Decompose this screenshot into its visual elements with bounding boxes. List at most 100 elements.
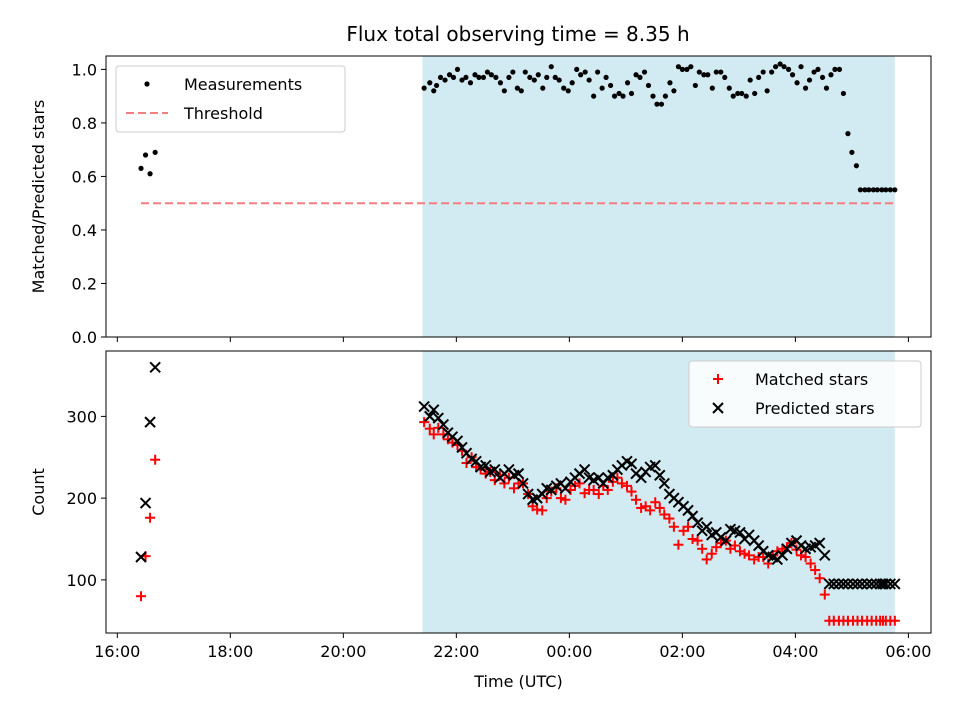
ratio-ytick-label: 1.0 [72, 60, 97, 79]
count-panel: 10020030016:00 18:00 20:00 22:00 00:00 02:00 0… [29, 351, 931, 691]
legend-threshold-label: Threshold [183, 104, 263, 123]
measurement-point [828, 72, 833, 77]
measurement-point [739, 91, 744, 96]
measurement-point [561, 86, 566, 91]
count-xtick-label: 06:00 [885, 642, 931, 661]
measurement-point [625, 80, 630, 85]
measurement-point [549, 64, 554, 69]
ratio-ytick-label: 0.8 [72, 114, 97, 133]
legend-measurements-label: Measurements [184, 75, 302, 94]
measurement-point [765, 88, 770, 93]
measurement-point [854, 163, 859, 168]
measurement-point [536, 72, 541, 77]
count-xtick-label: 04:00 [772, 642, 818, 661]
measurement-point [455, 67, 460, 72]
count-ylabel: Count [29, 468, 48, 516]
measurement-point [138, 166, 143, 171]
measurement-point [654, 102, 659, 107]
measurement-point [502, 88, 507, 93]
ratio-ylabel: Matched/Predicted stars [29, 100, 48, 294]
measurement-point [451, 75, 456, 80]
measurement-point [769, 69, 774, 74]
measurement-point [883, 187, 888, 192]
predicted-star-point [150, 362, 160, 372]
count-xtick-label: 02:00 [659, 642, 705, 661]
measurement-point [667, 80, 672, 85]
measurement-point [845, 131, 850, 136]
predicted-star-point [145, 417, 155, 427]
measurement-point [786, 67, 791, 72]
measurement-point [147, 171, 152, 176]
measurement-point [544, 75, 549, 80]
measurement-point [583, 69, 588, 74]
measurement-point [468, 80, 473, 85]
measurement-point [506, 75, 511, 80]
measurement-point [489, 72, 494, 77]
legend-measurements-marker [144, 81, 149, 86]
matched-star-point [150, 455, 160, 465]
measurement-point [718, 69, 723, 74]
measurement-point [663, 94, 668, 99]
ratio-ytick-label: 0.6 [72, 167, 97, 186]
measurement-point [620, 94, 625, 99]
matched-star-point [136, 591, 146, 601]
measurement-point [671, 88, 676, 93]
count-ytick-label: 300 [66, 407, 97, 426]
measurement-point [523, 69, 528, 74]
ratio-ytick-label: 0.2 [72, 274, 97, 293]
measurement-point [646, 83, 651, 88]
measurement-point [710, 86, 715, 91]
count-xtick-label: 00:00 [546, 642, 592, 661]
measurement-point [790, 72, 795, 77]
measurement-point [815, 67, 820, 72]
measurement-point [493, 75, 498, 80]
measurement-point [727, 86, 732, 91]
ratio-ytick-label: 0.0 [72, 328, 97, 347]
legend-matched-label: Matched stars [755, 370, 868, 389]
measurement-point [600, 86, 605, 91]
measurement-point [143, 152, 148, 157]
measurement-point [498, 80, 503, 85]
measurement-point [532, 77, 537, 82]
measurement-point [463, 75, 468, 80]
measurement-point [629, 91, 634, 96]
ratio-ytick-label: 0.4 [72, 221, 97, 240]
measurement-point [578, 72, 583, 77]
legend-predicted-label: Predicted stars [755, 399, 875, 418]
measurement-point [803, 86, 808, 91]
ratio-legend: Measurements Threshold [116, 66, 345, 132]
measurement-point [587, 77, 592, 82]
measurement-point [153, 150, 158, 155]
measurement-point [820, 75, 825, 80]
measurement-point [756, 75, 761, 80]
measurement-point [650, 94, 655, 99]
measurement-point [837, 67, 842, 72]
measurement-point [642, 69, 647, 74]
flux-chart: Flux total observing time = 8.35 h 0.0 0.… [0, 0, 960, 720]
measurement-point [566, 88, 571, 93]
measurement-point [434, 83, 439, 88]
measurement-point [849, 150, 854, 155]
measurement-point [557, 77, 562, 82]
measurement-point [714, 69, 719, 74]
measurement-point [705, 72, 710, 77]
measurement-point [608, 83, 613, 88]
predicted-star-point [141, 498, 151, 508]
count-xtick-label: 22:00 [433, 642, 479, 661]
measurement-point [519, 88, 524, 93]
measurement-point [659, 102, 664, 107]
chart-title: Flux total observing time = 8.35 h [346, 22, 689, 46]
measurement-point [688, 64, 693, 69]
measurement-point [722, 75, 727, 80]
measurement-point [476, 75, 481, 80]
measurement-point [798, 64, 803, 69]
measurement-point [510, 69, 515, 74]
measurement-point [422, 86, 427, 91]
measurement-point [781, 64, 786, 69]
measurement-point [794, 80, 799, 85]
measurement-point [752, 91, 757, 96]
measurement-point [442, 77, 447, 82]
measurement-point [438, 75, 443, 80]
measurement-point [888, 187, 893, 192]
measurement-point [892, 187, 897, 192]
